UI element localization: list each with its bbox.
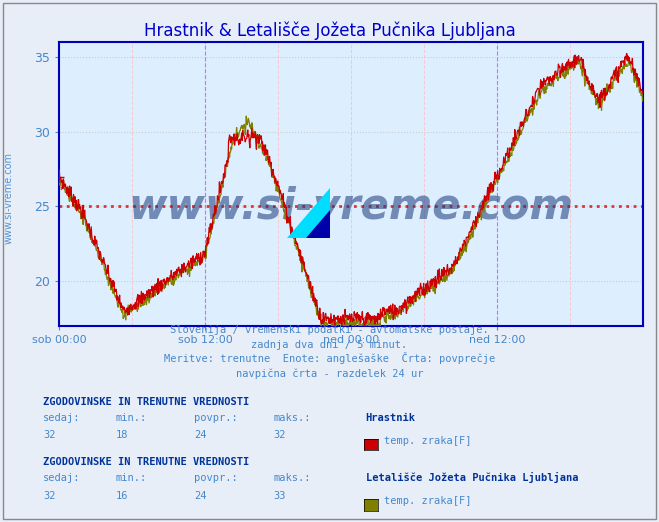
Text: min.:: min.: <box>115 473 146 483</box>
Text: www.si-vreme.com: www.si-vreme.com <box>129 186 573 228</box>
Text: Hrastnik: Hrastnik <box>366 413 416 423</box>
Text: 16: 16 <box>115 491 128 501</box>
Text: 24: 24 <box>194 431 207 441</box>
Text: temp. zraka[F]: temp. zraka[F] <box>384 496 471 506</box>
Text: temp. zraka[F]: temp. zraka[F] <box>384 436 471 446</box>
Text: ZGODOVINSKE IN TRENUTNE VREDNOSTI: ZGODOVINSKE IN TRENUTNE VREDNOSTI <box>43 457 249 467</box>
Text: www.si-vreme.com: www.si-vreme.com <box>3 152 14 244</box>
Text: Hrastnik & Letališče Jožeta Pučnika Ljubljana: Hrastnik & Letališče Jožeta Pučnika Ljub… <box>144 22 515 40</box>
Text: 18: 18 <box>115 431 128 441</box>
Text: min.:: min.: <box>115 413 146 423</box>
Text: navpična črta - razdelek 24 ur: navpična črta - razdelek 24 ur <box>236 369 423 379</box>
Text: ZGODOVINSKE IN TRENUTNE VREDNOSTI: ZGODOVINSKE IN TRENUTNE VREDNOSTI <box>43 397 249 407</box>
Text: povpr.:: povpr.: <box>194 473 238 483</box>
Polygon shape <box>287 188 330 238</box>
Text: 24: 24 <box>194 491 207 501</box>
Text: 33: 33 <box>273 491 286 501</box>
Text: maks.:: maks.: <box>273 473 311 483</box>
Text: sedaj:: sedaj: <box>43 413 80 423</box>
Text: 32: 32 <box>43 491 55 501</box>
Text: Letališče Jožeta Pučnika Ljubljana: Letališče Jožeta Pučnika Ljubljana <box>366 472 578 483</box>
Text: sedaj:: sedaj: <box>43 473 80 483</box>
Text: Slovenija / vremenski podatki - avtomatske postaje.: Slovenija / vremenski podatki - avtomats… <box>170 325 489 335</box>
Text: 32: 32 <box>273 431 286 441</box>
Text: maks.:: maks.: <box>273 413 311 423</box>
Text: 32: 32 <box>43 431 55 441</box>
Text: Meritve: trenutne  Enote: anglešaške  Črta: povprečje: Meritve: trenutne Enote: anglešaške Črta… <box>164 352 495 364</box>
Text: zadnja dva dni / 5 minut.: zadnja dva dni / 5 minut. <box>251 340 408 350</box>
Polygon shape <box>306 210 330 238</box>
Text: povpr.:: povpr.: <box>194 413 238 423</box>
